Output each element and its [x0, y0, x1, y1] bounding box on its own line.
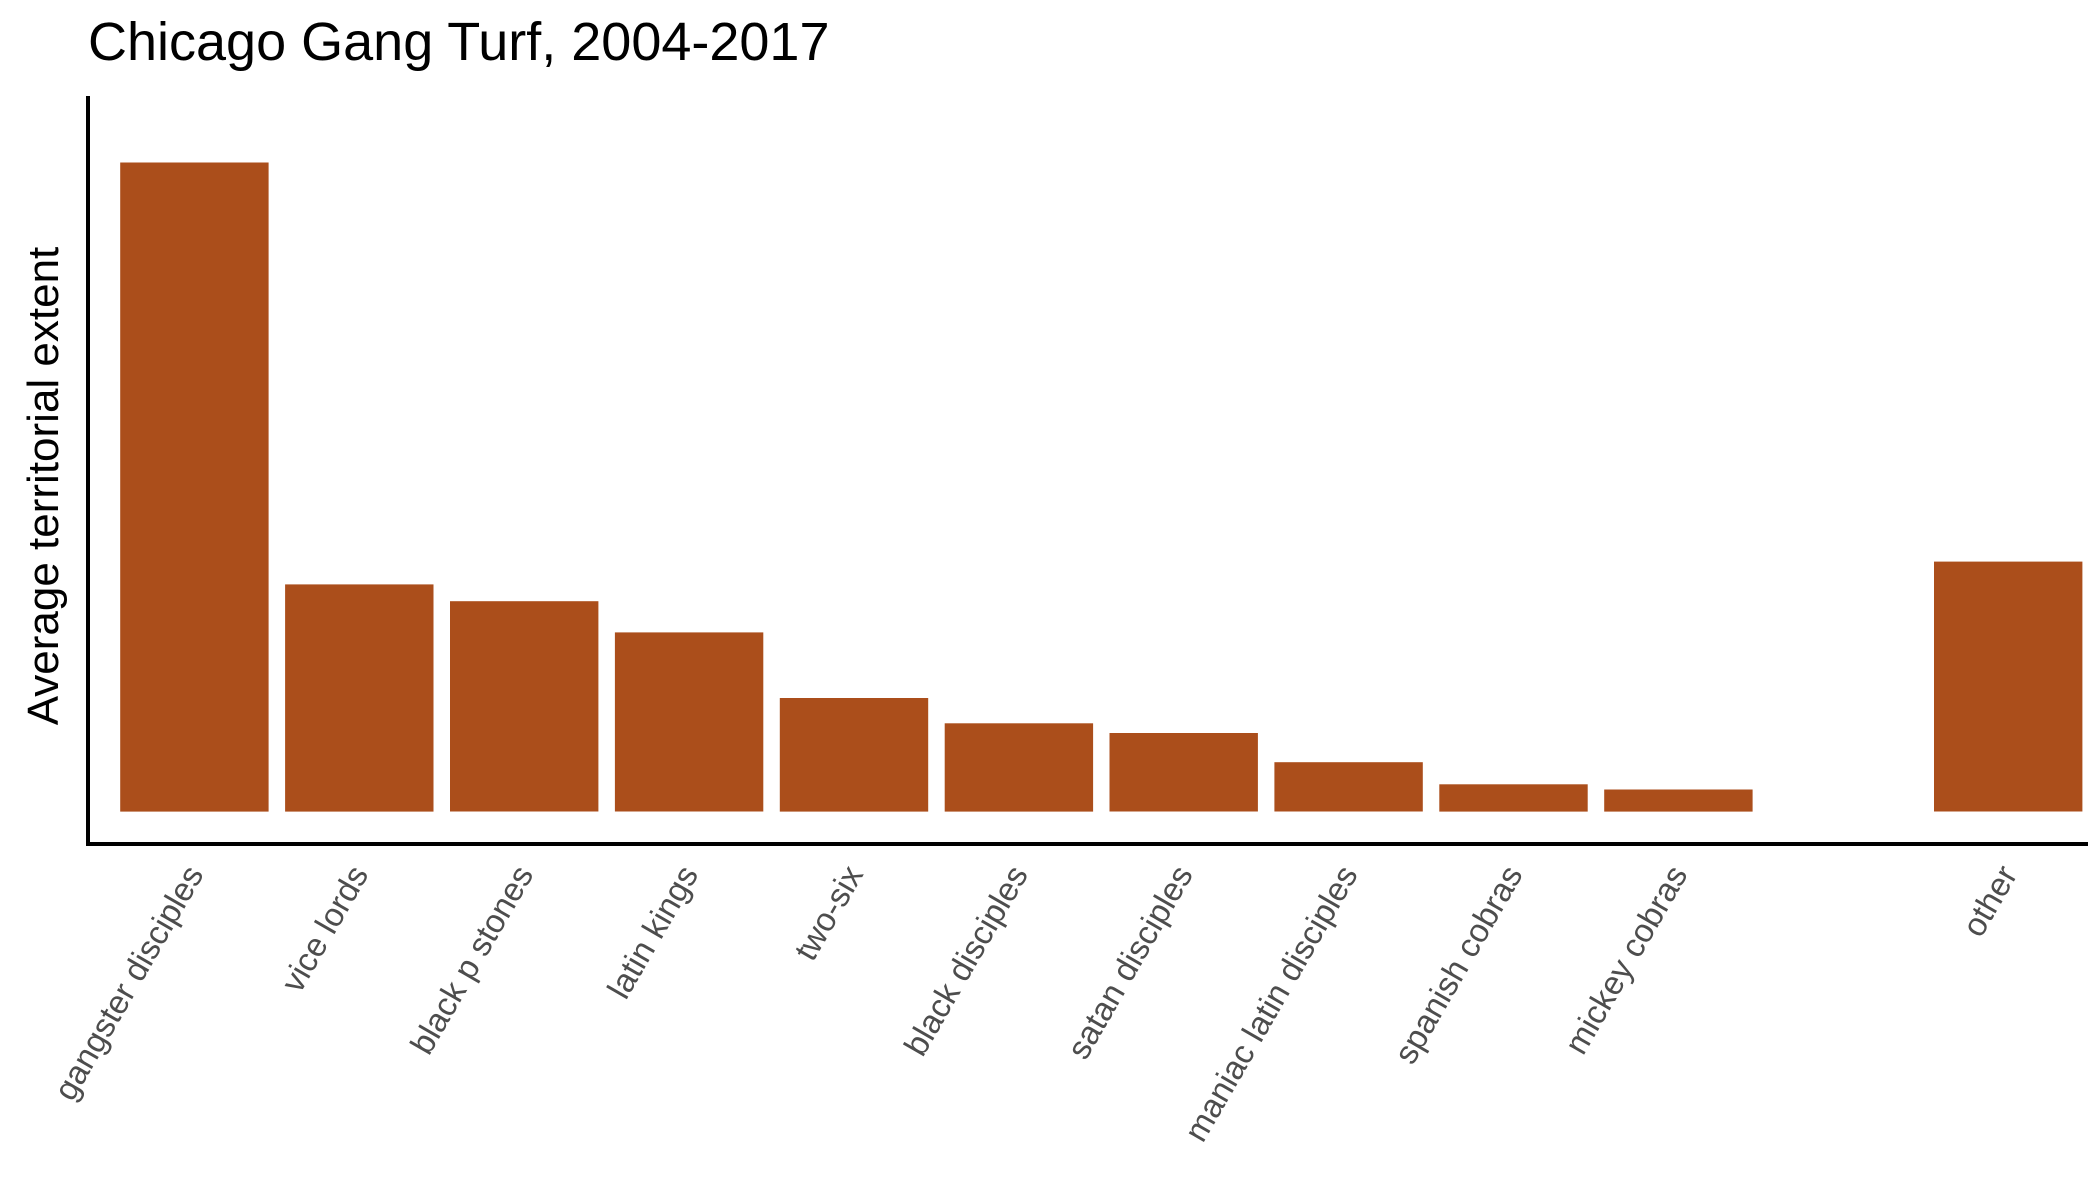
bar-mickey-cobras — [1604, 789, 1753, 812]
bar-gangster-disciples — [120, 162, 269, 812]
x-tick-label: two-six — [787, 859, 871, 967]
x-tick-label: vice lords — [274, 859, 376, 998]
bars-group — [120, 162, 2083, 812]
bar-satan-disciples — [1109, 733, 1258, 812]
y-axis-label: Average territorial extent — [19, 247, 68, 726]
bar-two-six — [779, 698, 929, 812]
x-tick-labels: gangster disciples vice lords black p ston… — [46, 859, 2024, 1148]
bar-latin-kings — [614, 632, 764, 812]
x-tick-label: maniac latin disciples — [1177, 859, 1365, 1148]
x-tick-label: spanish cobras — [1387, 859, 1530, 1070]
x-tick-label: latin kings — [600, 859, 705, 1005]
x-tick-label: black p stones — [403, 859, 541, 1060]
bar-other — [1934, 561, 2083, 812]
bar-vice-lords — [285, 584, 434, 812]
x-tick-label: satan disciples — [1059, 859, 1199, 1065]
chart-title: Chicago Gang Turf, 2004-2017 — [88, 12, 830, 72]
x-tick-label: black disciples — [897, 859, 1035, 1062]
bar-maniac-latin-disciples — [1274, 762, 1423, 812]
x-tick-label: gangster disciples — [46, 859, 210, 1106]
bar-black-disciples — [944, 723, 1094, 812]
x-tick-label: other — [1955, 859, 2025, 943]
bar-black-p-stones — [450, 601, 599, 812]
bar-spanish-cobras — [1439, 784, 1588, 812]
x-tick-label: mickey cobras — [1557, 859, 1694, 1060]
